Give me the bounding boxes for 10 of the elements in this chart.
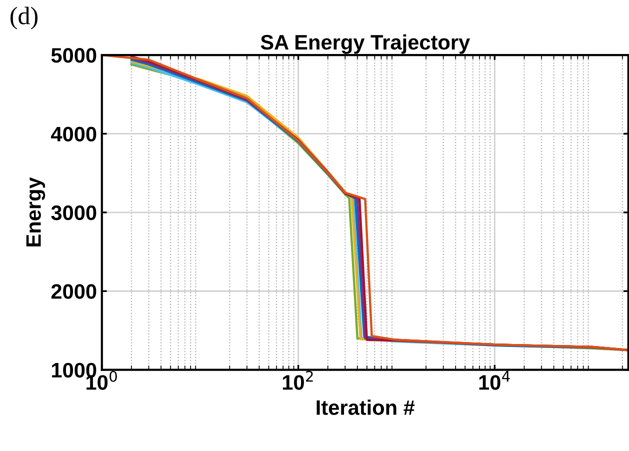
x-tick-label: 10$^{4}$ xyxy=(479,371,510,390)
chart-title: SA Energy Trajectory xyxy=(260,34,470,54)
y-tick-label: 2000 xyxy=(51,284,96,299)
x-tick-label: 10$^{2}$ xyxy=(282,370,313,390)
y-tick-label: 3000 xyxy=(51,205,96,220)
text: (d) xyxy=(10,6,38,30)
y-tick-label: 4000 xyxy=(51,126,96,142)
y-axis-title: Energy xyxy=(26,177,46,246)
x-axis-title: Iteration # xyxy=(316,400,415,415)
y-tick-label: 5000 xyxy=(51,48,96,63)
